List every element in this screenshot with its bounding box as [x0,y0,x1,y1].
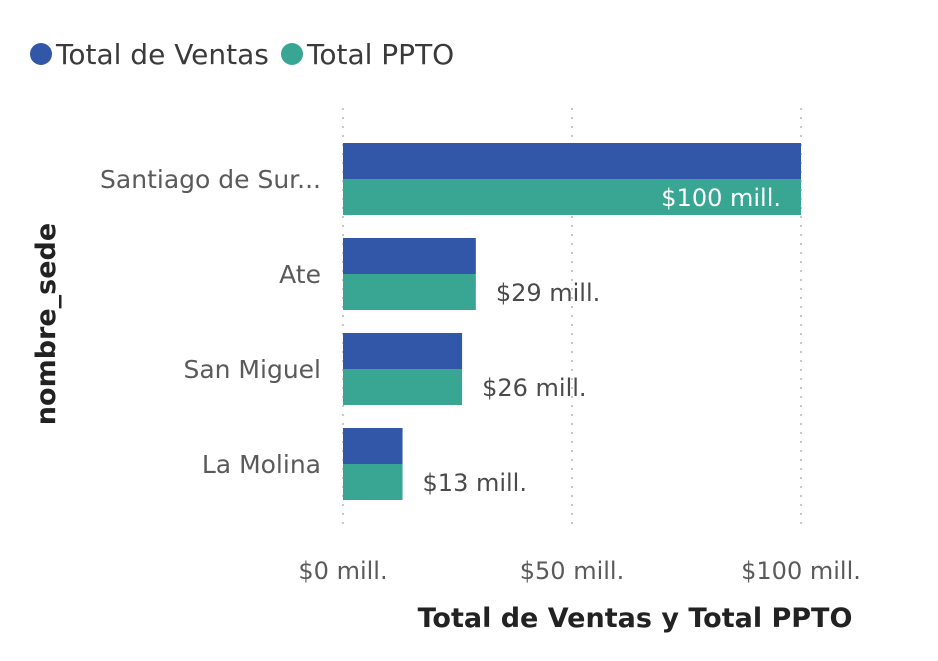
x-tick-label-1: $50 mill. [520,557,624,585]
bar-ppto-3[interactable] [343,464,403,500]
data-labels: $100 mill. $29 mill. $26 mill. $13 mill. [423,184,781,497]
category-label-2: San Miguel [183,355,321,384]
data-label-2: $26 mill. [482,374,586,402]
bar-ppto-2[interactable] [343,369,463,405]
legend-marker-ventas [30,43,52,65]
legend-item-ppto[interactable]: Total PPTO [281,38,454,71]
bar-ventas-1[interactable] [343,238,476,274]
category-label-1: Ate [279,260,321,289]
y-axis-title: nombre_sede [31,223,62,425]
legend-marker-ppto [281,43,303,65]
x-tick-label-2: $100 mill. [741,557,861,585]
legend-item-ventas[interactable]: Total de Ventas [30,38,269,71]
legend[interactable]: Total de Ventas Total PPTO [30,38,454,71]
category-labels: Santiago de Sur... Ate San Miguel La Molina [100,165,321,479]
data-label-3: $13 mill. [423,469,527,497]
bars [343,143,801,500]
category-label-3: La Molina [202,450,321,479]
bar-ventas-2[interactable] [343,333,463,369]
data-label-1: $29 mill. [496,279,600,307]
bar-ppto-0[interactable] [343,179,801,215]
x-tick-labels: $0 mill. $50 mill. $100 mill. [298,557,860,585]
legend-label-ventas: Total de Ventas [55,38,269,71]
x-axis-title: Total de Ventas y Total PPTO [418,603,853,634]
bar-ventas-0[interactable] [343,143,801,179]
category-label-0: Santiago de Sur... [100,165,321,194]
legend-label-ppto: Total PPTO [306,38,454,71]
bar-ventas-3[interactable] [343,428,403,464]
bar-ppto-1[interactable] [343,274,476,310]
x-tick-label-0: $0 mill. [298,557,387,585]
data-label-0: $100 mill. [661,184,781,212]
